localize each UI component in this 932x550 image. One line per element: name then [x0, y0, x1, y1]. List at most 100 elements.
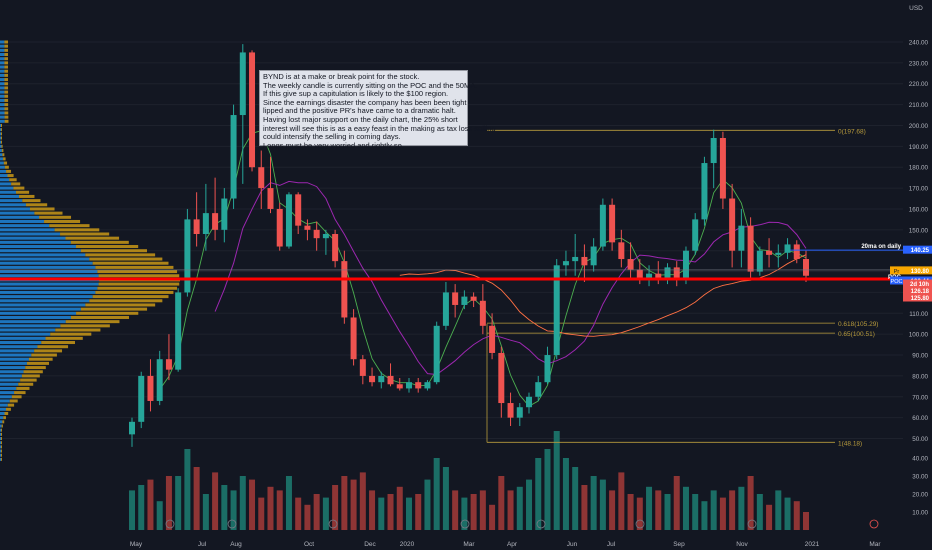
profile-bar-gold [98, 274, 180, 278]
y-tick-label: 30.00 [912, 474, 928, 481]
price-tag-value: 126.18 [911, 289, 930, 295]
profile-bar-gold [41, 341, 75, 345]
volume-bar [775, 490, 782, 530]
profile-bar-gold [4, 103, 9, 107]
price-axis [903, 0, 932, 550]
price-tag-prefix-label: POC [891, 279, 903, 285]
profile-bar-gold [55, 328, 101, 332]
price-tag [903, 245, 932, 254]
volume-bar [396, 486, 403, 530]
price-tag-label: 20ma on daily [861, 244, 901, 250]
volume-bar [258, 497, 265, 530]
volume-bar [295, 497, 302, 530]
price-tag-value: 2d 10h [910, 282, 929, 288]
volume-bar [682, 486, 689, 530]
candle-body [285, 194, 292, 247]
profile-bar-blue [0, 182, 12, 186]
volume-bar [609, 490, 616, 530]
fib-label: 0(197.68) [838, 128, 866, 135]
profile-bar-gold [9, 399, 18, 403]
x-tick-label: 2021 [805, 541, 820, 548]
profile-bar-gold [1, 445, 2, 449]
profile-bar-gold [1, 437, 2, 441]
candle-body [230, 115, 237, 199]
profile-bar-blue [0, 169, 7, 173]
profile-bar-gold [25, 366, 46, 370]
profile-bar-gold [4, 82, 9, 86]
candle-body [452, 292, 459, 305]
profile-bar-blue [0, 215, 40, 219]
volume-bar [313, 494, 320, 530]
y-tick-label: 160.00 [909, 206, 929, 213]
profile-bar-blue [0, 90, 5, 94]
x-tick-label: Dec [364, 541, 376, 548]
profile-bar-blue [0, 69, 5, 73]
profile-bar-gold [16, 386, 30, 390]
candle-body [304, 225, 311, 230]
candle-body [295, 194, 302, 226]
annotation-note: BYND is at a make or break point for the… [259, 70, 496, 149]
profile-bar-blue [0, 128, 1, 132]
candle-body [276, 208, 283, 247]
volume-bar [636, 497, 643, 530]
candle-body [212, 213, 219, 230]
profile-bar-blue [0, 207, 30, 211]
profile-bar-gold [98, 282, 180, 286]
price-tag [903, 266, 932, 275]
event-marker-icon [536, 519, 546, 529]
profile-bar-gold [18, 194, 35, 198]
profile-bar-blue [0, 441, 1, 445]
profile-bar-blue [0, 424, 2, 428]
volume-bar [599, 479, 606, 530]
profile-bar-gold [4, 78, 9, 82]
candle-body [249, 52, 256, 168]
candle-body [655, 273, 662, 278]
profile-bar-gold [70, 240, 129, 244]
currency-label: USD [909, 5, 923, 12]
volume-bar [230, 490, 237, 530]
profile-bar-blue [0, 366, 26, 370]
volume-bar [202, 494, 209, 530]
volume-bar [784, 497, 791, 530]
volume-bar [184, 449, 191, 530]
candle-body [701, 163, 708, 220]
volume-bar [387, 494, 394, 530]
event-marker-icon [227, 519, 237, 529]
candle-body [424, 382, 431, 389]
profile-bar-gold [50, 332, 92, 336]
profile-bar-blue [0, 382, 19, 386]
profile-bar-gold [2, 153, 5, 157]
profile-bar-gold [28, 357, 53, 361]
profile-bar-gold [2, 420, 5, 424]
profile-bar-blue [0, 186, 14, 190]
profile-bar-gold [4, 40, 9, 44]
profile-bar-blue [0, 453, 1, 457]
volume-bar [701, 501, 708, 530]
profile-bar-gold [60, 324, 110, 328]
profile-bar-gold [4, 44, 9, 48]
volume-bar [719, 497, 726, 530]
x-tick-label: Nov [736, 541, 748, 548]
profile-bar-blue [0, 399, 10, 403]
profile-bar-gold [1, 149, 4, 153]
profile-bar-gold [49, 224, 90, 228]
profile-bar-blue [0, 249, 81, 253]
profile-bar-gold [76, 311, 139, 315]
note-line: lipped and the positive PR's have came t… [263, 106, 456, 116]
candle-body [387, 375, 394, 385]
candle-body [516, 407, 523, 418]
profile-bar-gold [34, 349, 63, 353]
note-line: Since the earnings disaster the company … [263, 97, 467, 107]
volume-bar [147, 479, 154, 530]
price-tag [903, 293, 932, 302]
event-marker-icon [869, 519, 879, 529]
price-tag [903, 279, 932, 288]
profile-bar-blue [0, 345, 38, 349]
volume-bar [129, 490, 135, 530]
candle-body [202, 213, 209, 234]
y-tick-label: 150.00 [909, 227, 929, 234]
volume-bar [738, 486, 745, 530]
price-tag-value: 125.80 [911, 296, 930, 302]
profile-bar-blue [0, 411, 5, 415]
